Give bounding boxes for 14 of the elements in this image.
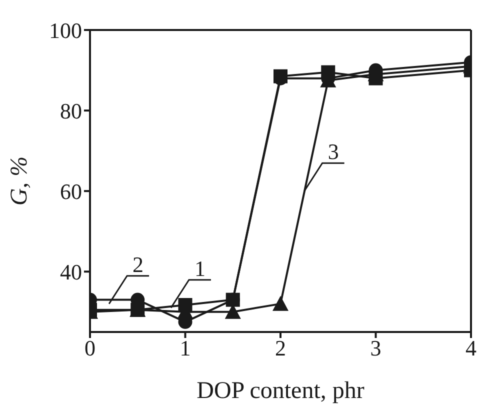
y-tick-label: 100 bbox=[49, 18, 82, 43]
y-tick-label: 80 bbox=[60, 98, 82, 124]
x-tick-label: 0 bbox=[84, 336, 96, 361]
x-tick-label: 2 bbox=[275, 336, 286, 361]
annotation: 2 bbox=[132, 252, 144, 277]
x-tick-label: 3 bbox=[370, 336, 382, 361]
x-tick-label: 1 bbox=[180, 336, 191, 361]
y-tick-label: 60 bbox=[60, 178, 82, 204]
x-tick-label: 4 bbox=[466, 336, 476, 361]
y-axis-title: G, % bbox=[6, 156, 33, 206]
annotation: 3 bbox=[328, 139, 339, 164]
x-axis-title: DOP content, phr bbox=[196, 378, 364, 404]
annotation: 1 bbox=[194, 256, 206, 281]
y-tick-label: 40 bbox=[60, 259, 82, 284]
